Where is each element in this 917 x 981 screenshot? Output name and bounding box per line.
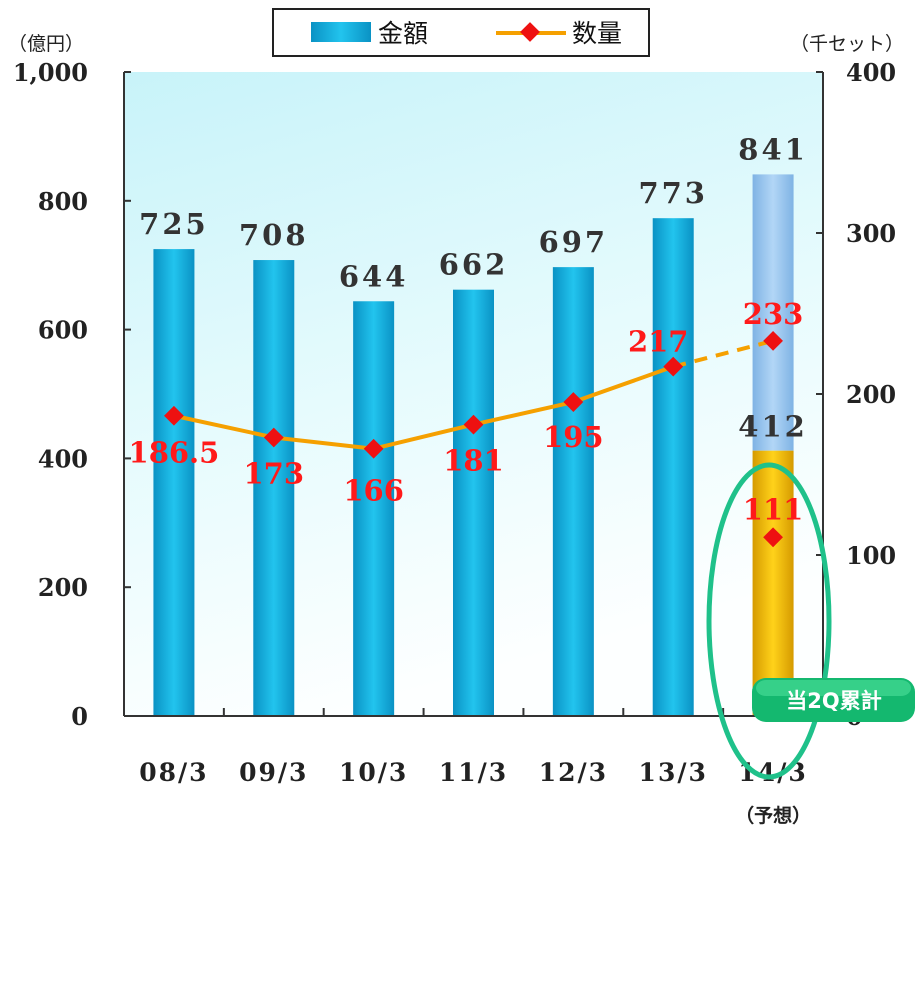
quantity-marker xyxy=(463,414,484,435)
quantity-marker xyxy=(763,330,783,351)
quantity-value-label: 186.5 xyxy=(129,436,220,470)
quantity-marker xyxy=(363,438,384,459)
forecast-note: （予想） xyxy=(735,804,811,827)
left-tick-label: 400 xyxy=(38,444,88,473)
quantity-value-label: 233 xyxy=(743,297,804,331)
legend-bar-swatch xyxy=(311,22,371,42)
quantity-marker xyxy=(663,356,684,377)
bar-value-label: 725 xyxy=(139,207,209,241)
bar-forecast-14/3 xyxy=(752,174,794,451)
badge-text: 当2Q累計 xyxy=(786,689,881,713)
right-axis-unit: （千セット） xyxy=(790,33,904,55)
quantity-value-label: 181 xyxy=(443,444,504,478)
bar-value-label: 773 xyxy=(638,176,708,210)
legend-line-label: 数量 xyxy=(572,19,622,48)
right-tick-label: 400 xyxy=(846,58,896,87)
quantity-line-group: 186.5 173 166 181 195 217 233 111 xyxy=(129,297,804,548)
bar-09/3 xyxy=(253,260,295,716)
bar-value-label: 708 xyxy=(239,218,309,252)
bar-12/3 xyxy=(552,267,594,716)
left-axis-unit: （億円） xyxy=(8,33,84,55)
left-tick-label: 0 xyxy=(71,702,88,731)
current-half-badge: 当2Q累計 xyxy=(752,678,915,722)
right-tick-label: 300 xyxy=(846,219,896,248)
left-tick-label: 600 xyxy=(38,316,88,345)
left-tick-label: 1,000 xyxy=(13,58,88,87)
current-half-quantity-marker xyxy=(763,527,783,548)
left-tick-label: 800 xyxy=(38,187,88,216)
quantity-marker xyxy=(263,427,284,448)
right-tick-label: 100 xyxy=(846,541,896,570)
category-label: 12/3 xyxy=(539,758,608,787)
category-label: 10/3 xyxy=(339,758,408,787)
bar-value-label: 662 xyxy=(439,248,509,282)
current-half-quantity-label: 111 xyxy=(743,492,804,526)
category-label: 08/3 xyxy=(139,758,208,787)
category-label: 09/3 xyxy=(239,758,308,787)
bar-value-label: 644 xyxy=(339,259,409,293)
current-half-amount-label: 412 xyxy=(738,410,808,444)
quantity-value-label: 166 xyxy=(343,474,404,508)
bar-13/3 xyxy=(652,218,694,717)
quantity-value-label: 217 xyxy=(628,325,689,359)
bar-11/3 xyxy=(453,289,494,716)
axes-group: 02004006008001,000010020030040008/309/31… xyxy=(13,58,896,787)
bars-group: 725 708 644 662 697 773 841 412 xyxy=(139,132,808,717)
quantity-line xyxy=(173,364,674,451)
quantity-value-label: 173 xyxy=(244,456,305,490)
left-tick-label: 200 xyxy=(38,573,88,602)
current-half-highlight xyxy=(706,462,832,780)
bar-10/3 xyxy=(353,301,395,716)
right-tick-label: 200 xyxy=(846,380,896,409)
legend: 金額 数量 xyxy=(272,8,650,57)
category-label: 13/3 xyxy=(639,758,708,787)
bar-value-label: 697 xyxy=(539,225,609,259)
bar-value-label: 841 xyxy=(738,132,808,166)
quantity-marker xyxy=(563,392,584,412)
quantity-value-label: 195 xyxy=(543,420,604,454)
quantity-line-forecast xyxy=(672,338,774,369)
bar-current-half xyxy=(752,450,794,716)
quantity-marker xyxy=(164,405,184,426)
badge-highlight xyxy=(756,680,911,696)
legend-bar-label: 金額 xyxy=(378,19,428,48)
category-label: 11/3 xyxy=(439,758,508,787)
bar-08/3 xyxy=(153,249,195,716)
